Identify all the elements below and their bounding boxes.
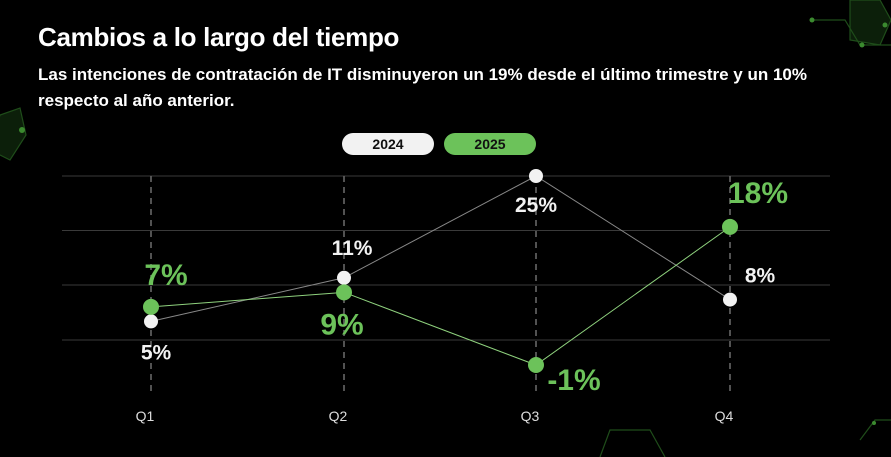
data-point-2025 [722, 218, 738, 235]
data-label-2024: 8% [745, 265, 776, 288]
data-point-2024 [723, 292, 737, 307]
data-point-2025 [528, 357, 544, 374]
data-label-2024: 5% [141, 341, 172, 364]
series-line-2024 [150, 175, 731, 322]
page-subtitle: Las intenciones de contratación de IT di… [38, 65, 807, 110]
data-label-2025: 18% [728, 177, 788, 210]
data-label-2025: 9% [320, 308, 363, 341]
legend-2025: 2025 [444, 133, 536, 155]
x-tick-label: Q3 [521, 408, 540, 424]
data-point-2024 [144, 314, 158, 329]
page-title: Cambios a lo largo del tiempo [38, 22, 400, 52]
data-point-2025 [336, 284, 352, 301]
series-line-2025 [150, 226, 731, 366]
legend-2024: 2024 [342, 133, 434, 155]
data-label-2024: 11% [332, 237, 373, 260]
data-label-2025: -1% [547, 364, 600, 397]
data-label-2024: 25% [515, 194, 557, 217]
data-point-2024 [337, 270, 351, 285]
data-point-2024 [529, 169, 543, 183]
x-tick-label: Q2 [329, 408, 348, 424]
x-tick-label: Q1 [136, 408, 155, 424]
x-tick-label: Q4 [715, 408, 734, 424]
data-label-2025: 7% [144, 259, 187, 292]
data-point-2025 [143, 298, 159, 315]
